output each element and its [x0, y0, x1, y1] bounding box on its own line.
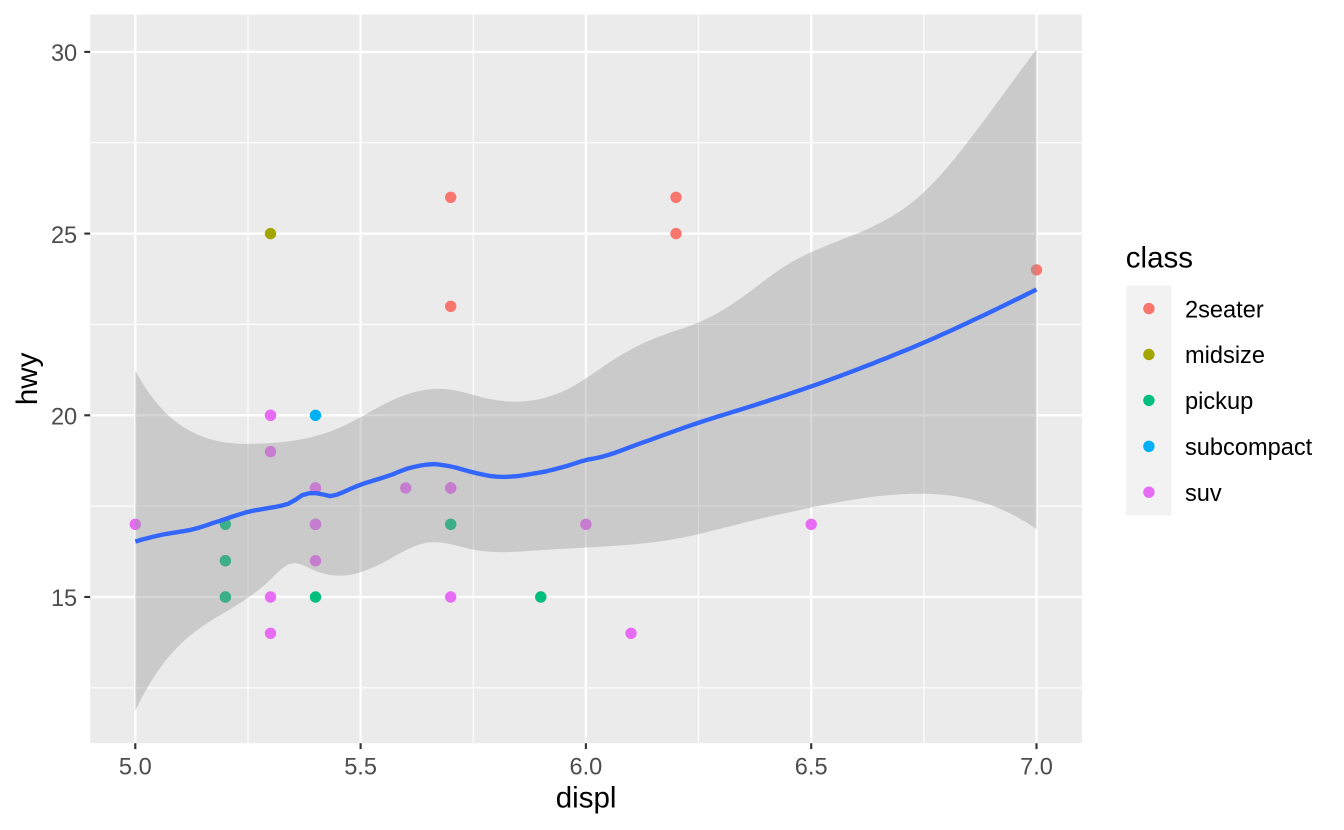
svg-text:15: 15	[51, 586, 77, 612]
svg-text:30: 30	[51, 41, 77, 67]
svg-text:7.0: 7.0	[1020, 755, 1053, 781]
svg-text:subcompact: subcompact	[1185, 435, 1313, 461]
svg-text:5.5: 5.5	[344, 755, 377, 781]
svg-text:midsize: midsize	[1185, 343, 1265, 369]
svg-text:5.0: 5.0	[119, 755, 152, 781]
svg-text:25: 25	[51, 223, 77, 249]
svg-text:displ: displ	[556, 782, 617, 815]
svg-text:20: 20	[51, 405, 77, 431]
svg-text:hwy: hwy	[11, 352, 44, 405]
svg-text:suv: suv	[1185, 481, 1222, 507]
svg-text:pickup: pickup	[1185, 389, 1253, 415]
svg-text:2seater: 2seater	[1185, 297, 1264, 323]
svg-text:class: class	[1126, 242, 1193, 275]
svg-text:6.5: 6.5	[795, 755, 828, 781]
svg-text:6.0: 6.0	[569, 755, 602, 781]
